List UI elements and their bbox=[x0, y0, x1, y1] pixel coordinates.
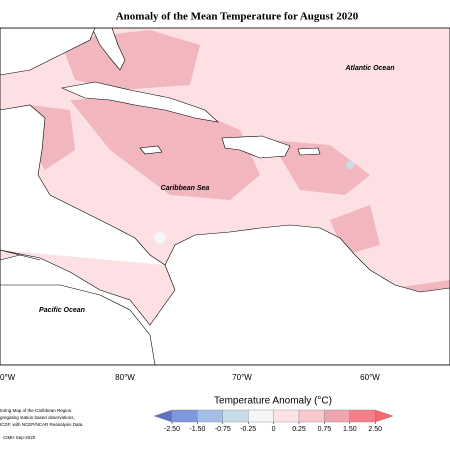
colorbar-segment bbox=[222, 409, 249, 423]
warm-patch bbox=[150, 55, 172, 82]
colorbar-tick-label: 2.50 bbox=[368, 426, 382, 433]
cool-patch bbox=[154, 232, 166, 244]
sea-fill bbox=[0, 28, 96, 76]
colorbar: -2.50 -1.50 -0.75 -0.25 0 0.25 0.75 1.50 2.50 bbox=[153, 409, 394, 433]
colorbar-segment bbox=[298, 409, 325, 423]
colorbar-tick-label: 0.75 bbox=[318, 426, 332, 433]
colorbar-segment bbox=[349, 409, 376, 423]
land bbox=[60, 81, 219, 123]
footnote: toring Map of the Caribbean Region. bbox=[0, 408, 73, 413]
colorbar-segment bbox=[197, 409, 223, 423]
colorbar-end bbox=[375, 409, 394, 423]
colorbar-tick-label: -0.75 bbox=[215, 426, 231, 433]
map-frame bbox=[0, 27, 450, 366]
footnote: CIMH Sep-2020 bbox=[3, 435, 36, 440]
colorbar-title: Temperature Anomaly (°C) bbox=[214, 396, 332, 407]
longitude-label: 60°W bbox=[360, 373, 380, 382]
longitude-label: 0°W bbox=[0, 373, 16, 382]
colorbar-segment bbox=[171, 409, 198, 423]
land bbox=[91, 28, 126, 71]
ocean-label: Atlantic Ocean bbox=[344, 65, 394, 72]
colorbar-tick-label: -0.25 bbox=[240, 426, 256, 433]
map bbox=[0, 28, 450, 365]
colorbar-tick-label: 1.50 bbox=[343, 426, 357, 433]
pacific bbox=[0, 245, 156, 365]
map-title: Anomaly of the Mean Temperature for Augu… bbox=[116, 11, 359, 23]
colorbar-segment bbox=[273, 409, 300, 423]
coast bbox=[0, 249, 176, 326]
land bbox=[139, 145, 163, 155]
colorbar-tick-label: 0.25 bbox=[292, 426, 306, 433]
colorbar-end bbox=[153, 409, 173, 423]
warm-patch bbox=[270, 140, 370, 195]
ocean-label: Caribbean Sea bbox=[161, 185, 210, 192]
colorbar-segment bbox=[247, 409, 274, 423]
land bbox=[221, 135, 291, 159]
colorbar-tick-label: -2.50 bbox=[164, 426, 180, 433]
footnote: gregating station based observations, bbox=[0, 415, 75, 420]
land bbox=[0, 104, 450, 365]
colorbar-tick-label: 0 bbox=[272, 426, 276, 433]
land bbox=[297, 147, 321, 156]
colorbar-segment bbox=[324, 409, 350, 423]
ocean-label: Pacific Ocean bbox=[39, 307, 85, 314]
colorbar-tick-label: -1.50 bbox=[189, 426, 205, 433]
longitude-label: 70°W bbox=[232, 373, 252, 382]
cool-patch bbox=[346, 161, 354, 169]
footnote: ICDF, with NCEP/NCAR Reanalysis Data. bbox=[0, 422, 84, 427]
longitude-label: 80°W bbox=[115, 373, 135, 382]
